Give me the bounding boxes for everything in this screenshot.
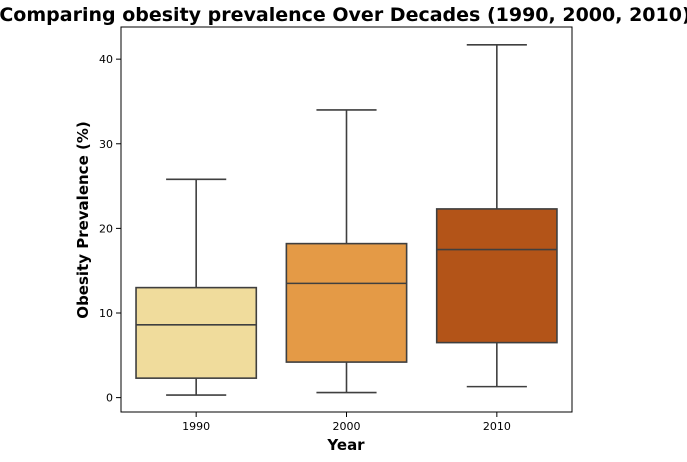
chart-title: Comparing obesity prevalence Over Decade…	[0, 4, 687, 26]
x-tick-label: 2010	[483, 420, 511, 433]
box-2010	[435, 43, 558, 388]
x-axis: 1990 2000 2010	[182, 412, 511, 433]
y-axis: 0 10 20 30 40	[99, 53, 121, 405]
x-axis-label: Year	[326, 436, 365, 454]
y-tick-label: 30	[99, 138, 113, 151]
y-tick-label: 20	[99, 222, 113, 235]
y-tick-label: 40	[99, 53, 113, 66]
box-1990	[135, 178, 258, 396]
box-2000	[285, 109, 408, 394]
x-tick-label: 2000	[333, 420, 361, 433]
boxes	[135, 43, 558, 396]
y-tick-label: 0	[106, 392, 113, 405]
iqr-box	[285, 242, 408, 363]
y-axis-label: Obesity Prevalence (%)	[74, 121, 92, 318]
iqr-box	[135, 286, 258, 379]
iqr-box	[435, 208, 558, 344]
y-tick-label: 10	[99, 307, 113, 320]
x-tick-label: 1990	[182, 420, 210, 433]
